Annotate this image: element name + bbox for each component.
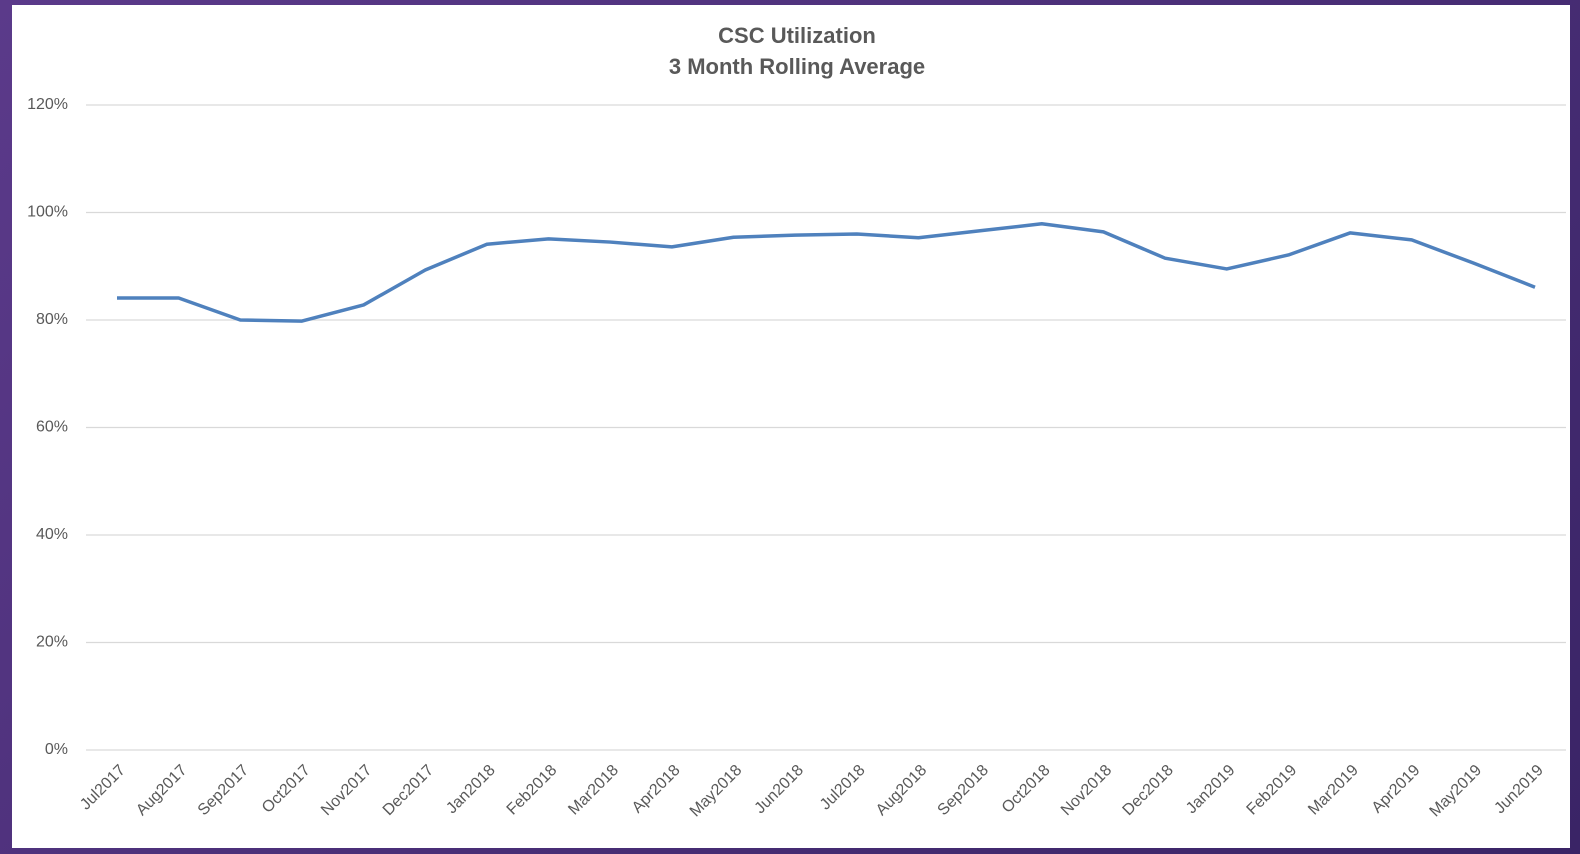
y-tick-label: 40% xyxy=(36,526,68,543)
y-tick-label: 120% xyxy=(27,96,68,113)
chart-area xyxy=(12,5,1570,848)
chart-title: CSC Utilization xyxy=(718,23,876,48)
line-series xyxy=(117,222,1536,323)
y-tick-label: 100% xyxy=(27,204,68,221)
chart-subtitle: 3 Month Rolling Average xyxy=(669,54,925,79)
y-tick-label: 20% xyxy=(36,634,68,651)
y-tick-label: 60% xyxy=(36,419,68,436)
y-tick-label: 0% xyxy=(45,741,68,758)
y-tick-label: 80% xyxy=(36,311,68,328)
